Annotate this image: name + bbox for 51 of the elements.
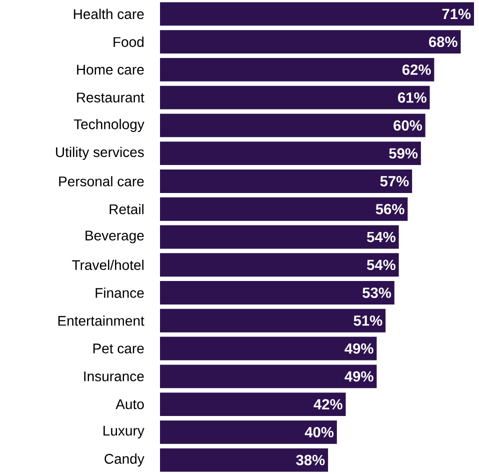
data-label: 54% bbox=[366, 232, 396, 242]
y-tick-label: Candy bbox=[104, 454, 144, 467]
bar bbox=[160, 2, 474, 26]
data-label: 62% bbox=[402, 64, 431, 75]
bar bbox=[160, 197, 408, 221]
y-tick-label: Pet care bbox=[93, 344, 144, 354]
y-tick-label: Entertainment bbox=[58, 316, 144, 326]
y-tick-label: Health care bbox=[74, 8, 144, 20]
y-tick-label: Retail bbox=[110, 204, 144, 214]
y-tick-label: Utility services bbox=[56, 146, 144, 160]
bar bbox=[160, 336, 377, 360]
data-label: 49% bbox=[344, 343, 374, 354]
data-label: 42% bbox=[314, 399, 342, 410]
data-label: 40% bbox=[304, 426, 334, 438]
bar bbox=[160, 170, 412, 193]
data-label: 49% bbox=[344, 371, 374, 382]
data-label: 38% bbox=[296, 454, 325, 466]
y-tick-label: Beverage bbox=[86, 230, 144, 244]
bar bbox=[160, 142, 421, 166]
data-label: 57% bbox=[380, 176, 409, 186]
data-label: 68% bbox=[428, 36, 458, 48]
bar bbox=[160, 253, 399, 277]
data-label: 51% bbox=[354, 315, 382, 326]
y-tick-label: Food bbox=[114, 36, 144, 47]
y-tick-label: Restaurant bbox=[77, 92, 144, 102]
y-tick-label: Finance bbox=[96, 288, 144, 298]
data-label: 61% bbox=[398, 92, 426, 103]
bar bbox=[160, 281, 394, 304]
y-tick-label: Travel/hotel bbox=[72, 260, 144, 270]
bar bbox=[160, 420, 337, 444]
y-tick-label: Home care bbox=[77, 64, 144, 75]
bar bbox=[160, 448, 328, 472]
data-label: 60% bbox=[394, 120, 422, 131]
bar bbox=[160, 225, 399, 249]
data-label: 56% bbox=[376, 204, 404, 214]
y-tick-label: Technology bbox=[74, 118, 144, 132]
data-label: 53% bbox=[362, 288, 392, 298]
bar bbox=[160, 30, 461, 54]
y-tick-label: Auto bbox=[116, 399, 144, 410]
bar bbox=[160, 364, 377, 388]
data-label: 59% bbox=[389, 148, 418, 159]
data-label: 71% bbox=[442, 8, 471, 20]
data-label: 54% bbox=[366, 260, 396, 270]
bar bbox=[160, 114, 426, 138]
bar bbox=[160, 58, 434, 82]
bar bbox=[160, 392, 346, 416]
bar bbox=[160, 308, 386, 332]
bar bbox=[160, 86, 430, 110]
y-tick-label: Luxury bbox=[104, 426, 144, 438]
y-tick-label: Personal care bbox=[59, 176, 144, 186]
y-tick-label: Insurance bbox=[84, 372, 144, 382]
